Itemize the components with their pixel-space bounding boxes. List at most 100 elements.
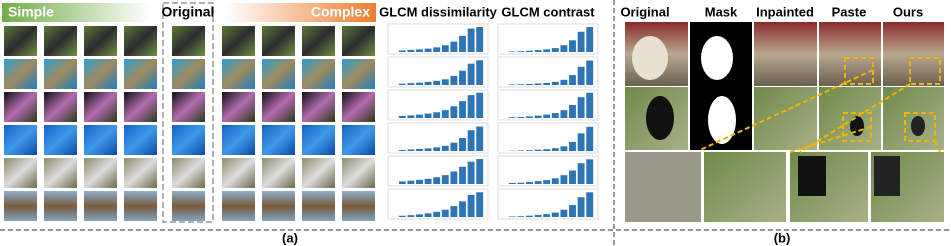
crop [625, 152, 701, 222]
thumbnail [4, 191, 37, 221]
bar [459, 166, 466, 184]
bar [467, 63, 475, 85]
column-title: Ours [893, 4, 923, 19]
thumbnail [302, 59, 335, 89]
bar [551, 48, 559, 52]
thumbnail [4, 125, 37, 155]
bar [586, 126, 594, 151]
simple-bar [2, 3, 150, 22]
bar [586, 192, 594, 217]
bar [416, 179, 423, 184]
thumbnail [262, 158, 295, 188]
bar [416, 49, 423, 52]
image-grid [4, 26, 375, 221]
crop-object [798, 156, 826, 196]
bar [416, 214, 423, 217]
bar [467, 194, 475, 217]
thumbnail [222, 125, 255, 155]
thumbnail [342, 125, 375, 155]
thumbnail [262, 191, 295, 221]
bar [433, 112, 441, 118]
thumbnail [342, 26, 375, 56]
thumbnail [172, 125, 205, 155]
bar [398, 115, 406, 118]
zoom-line [789, 126, 872, 153]
thumbnail [4, 59, 37, 89]
thumbnail [222, 191, 255, 221]
thumbnail [44, 158, 77, 188]
bar [424, 178, 432, 184]
bar [560, 175, 568, 184]
bar [577, 66, 585, 85]
bar [424, 81, 432, 85]
thumbnail [84, 191, 117, 221]
thumbnail [342, 158, 375, 188]
column-title: Original [620, 4, 669, 19]
thumbnail [44, 26, 77, 56]
bar [450, 106, 458, 118]
bar [459, 201, 466, 217]
thumbnail [124, 59, 157, 89]
thumbnail [84, 158, 117, 188]
bar [517, 150, 525, 151]
complex-label: Complex [311, 4, 370, 20]
bar [508, 84, 516, 85]
bar [459, 70, 466, 85]
zoom-box [909, 57, 941, 85]
chart-title: GLCM contrast [501, 4, 595, 19]
thumbnail [124, 125, 157, 155]
bar [433, 47, 441, 52]
thumbnail [84, 92, 117, 122]
mask-shape [701, 36, 733, 80]
bar [577, 31, 585, 52]
bar [467, 28, 475, 52]
bar [543, 49, 551, 52]
thumbnail [44, 92, 77, 122]
thumbnail [84, 125, 117, 155]
thumbnail [172, 191, 205, 221]
column-title: Paste [832, 4, 867, 19]
bar [476, 60, 484, 85]
bar [407, 149, 415, 151]
thumbnail [222, 26, 255, 56]
bar [543, 82, 551, 85]
monkey [646, 96, 674, 140]
bar [424, 148, 432, 151]
complex-bar [226, 3, 376, 22]
crop-object [874, 156, 900, 196]
bar [508, 182, 516, 184]
bar [398, 50, 406, 52]
bar [534, 115, 542, 118]
thumbnail [84, 26, 117, 56]
thumbnail [84, 59, 117, 89]
bar [441, 45, 449, 52]
glcm-charts: GLCM dissimilarity GLCM contrast [379, 4, 599, 220]
thumbnail [172, 158, 205, 188]
photo [819, 22, 881, 86]
bar [441, 110, 449, 118]
photo [754, 87, 817, 150]
thumbnail [262, 125, 295, 155]
bar [517, 84, 525, 85]
photo [754, 22, 817, 86]
bar [534, 214, 542, 217]
bar [433, 211, 441, 217]
bar [534, 83, 542, 85]
bar [526, 116, 533, 118]
bar [407, 83, 415, 85]
pasted-object [911, 116, 925, 136]
bar [416, 148, 423, 151]
bar [569, 40, 576, 52]
bar [476, 27, 484, 52]
bar [586, 159, 594, 184]
caption-a: (a) [282, 230, 298, 245]
bar [569, 205, 576, 217]
bar [398, 149, 406, 151]
thumbnail [302, 191, 335, 221]
bar [441, 145, 449, 151]
bar [398, 83, 406, 85]
bar [526, 83, 533, 85]
bar [508, 216, 516, 217]
thumbnail [172, 26, 205, 56]
